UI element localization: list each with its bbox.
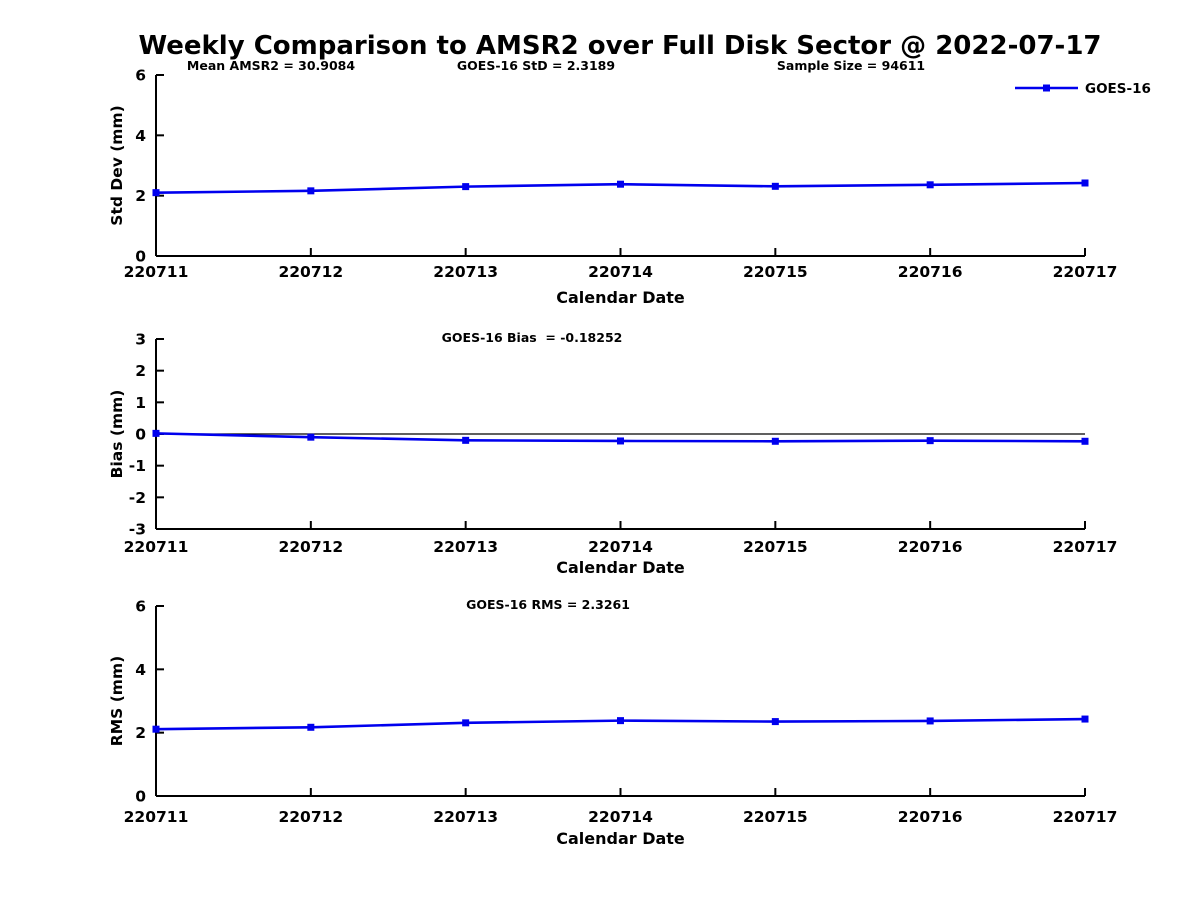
annotation: GOES-16 StD = 2.3189 <box>457 58 615 73</box>
data-point-marker <box>307 723 315 731</box>
data-point-marker <box>926 717 934 725</box>
data-point-marker <box>1081 715 1089 723</box>
y-tick-label: 2 <box>135 724 146 742</box>
y-axis-title: Bias (mm) <box>108 390 126 479</box>
annotation: GOES-16 Bias = -0.18252 <box>442 330 623 345</box>
y-tick-label: 2 <box>135 187 146 205</box>
data-point-marker <box>1081 179 1089 187</box>
y-tick-label: 0 <box>135 248 146 266</box>
x-tick-label: 220714 <box>588 808 653 826</box>
data-point-marker <box>152 189 160 197</box>
y-tick-label: -3 <box>129 521 146 539</box>
annotation: Mean AMSR2 = 30.9084 <box>187 58 355 73</box>
x-tick-label: 220713 <box>433 263 498 281</box>
data-point-marker <box>462 183 470 191</box>
x-axis-title: Calendar Date <box>556 558 685 577</box>
chart-rms-mm: 0 2 4 6 220711 220712 220713 220714 220715 220716… <box>108 597 1117 848</box>
y-axis-title: RMS (mm) <box>108 656 126 746</box>
y-tick-label: 3 <box>135 331 146 349</box>
data-point-marker <box>771 718 779 726</box>
legend-marker <box>1043 84 1050 92</box>
x-tick-label: 220713 <box>433 808 498 826</box>
x-tick-label: 220711 <box>124 538 189 556</box>
y-tick-label: 6 <box>135 67 146 85</box>
y-tick-label: 2 <box>135 362 146 380</box>
x-tick-label: 220713 <box>433 538 498 556</box>
y-axis-title: Std Dev (mm) <box>108 105 126 225</box>
x-tick-label: 220711 <box>124 263 189 281</box>
y-tick-label: 0 <box>135 426 146 444</box>
chart-std-dev-mm: 0 2 4 6 220711 220712 220713 220714 220715 220716… <box>108 58 1151 307</box>
x-tick-label: 220714 <box>588 263 653 281</box>
x-tick-label: 220712 <box>278 538 343 556</box>
data-point-marker <box>926 437 934 445</box>
data-point-marker <box>617 717 624 725</box>
x-axis-title: Calendar Date <box>556 829 685 848</box>
legend-label: GOES-16 <box>1085 81 1151 97</box>
y-tick-label: 1 <box>135 394 146 412</box>
x-tick-label: 220717 <box>1053 263 1118 281</box>
y-tick-label: 4 <box>135 127 146 145</box>
y-tick-label: -1 <box>129 457 146 475</box>
x-tick-label: 220714 <box>588 538 653 556</box>
x-tick-label: 220715 <box>743 538 808 556</box>
x-tick-label: 220711 <box>124 808 189 826</box>
x-tick-label: 220715 <box>743 263 808 281</box>
x-tick-label: 220712 <box>278 808 343 826</box>
y-tick-label: 6 <box>135 598 146 616</box>
annotation: GOES-16 RMS = 2.3261 <box>466 597 630 612</box>
data-point-marker <box>617 437 624 445</box>
chart-bias-mm: -3 -2 -1 0 1 2 3 220711 220712 220713 220714 220715… <box>108 330 1117 577</box>
x-tick-label: 220716 <box>898 263 963 281</box>
y-tick-label: 0 <box>135 788 146 806</box>
data-point-marker <box>152 725 160 733</box>
x-tick-label: 220717 <box>1053 538 1118 556</box>
x-tick-label: 220716 <box>898 808 963 826</box>
x-tick-label: 220715 <box>743 808 808 826</box>
data-point-marker <box>926 181 934 189</box>
y-tick-label: -2 <box>129 489 146 507</box>
x-tick-label: 220717 <box>1053 808 1118 826</box>
data-point-marker <box>771 437 779 445</box>
data-point-marker <box>307 433 315 441</box>
y-tick-label: 4 <box>135 661 146 679</box>
chart-title: Weekly Comparison to AMSR2 over Full Dis… <box>138 31 1102 61</box>
data-point-marker <box>771 182 779 190</box>
data-point-marker <box>152 429 160 437</box>
data-point-marker <box>462 436 470 444</box>
data-point-marker <box>462 719 470 727</box>
x-axis-title: Calendar Date <box>556 288 685 307</box>
data-point-marker <box>307 187 315 195</box>
legend: GOES-16 <box>1015 81 1151 97</box>
data-point-marker <box>1081 437 1089 445</box>
x-tick-label: 220712 <box>278 263 343 281</box>
x-tick-label: 220716 <box>898 538 963 556</box>
data-point-marker <box>617 180 624 188</box>
annotation: Sample Size = 94611 <box>777 58 925 73</box>
